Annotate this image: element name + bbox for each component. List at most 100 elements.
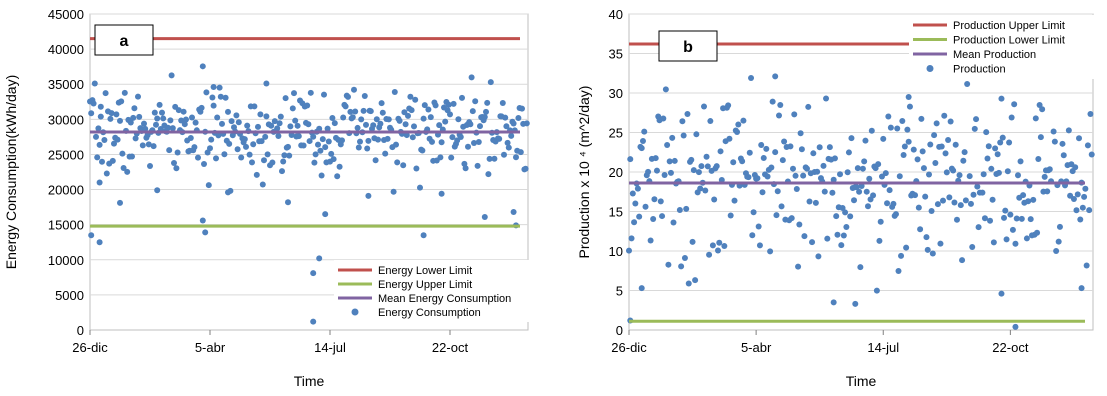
data-point — [966, 173, 973, 180]
data-point — [997, 139, 1004, 146]
panel-label: b — [683, 39, 693, 56]
data-point — [919, 148, 926, 155]
data-point — [994, 151, 1001, 158]
y-tick-label: 15 — [609, 205, 623, 220]
data-point — [187, 134, 194, 141]
data-point — [734, 129, 741, 136]
data-point — [666, 158, 673, 165]
data-point — [199, 63, 206, 70]
x-tick-label: 14-jul — [314, 340, 346, 355]
production-chart: 0 5 10 15 20 25 30 35 40 26-dic 5-abr 14-jul 22-oct T… — [576, 7, 1099, 389]
outlier-point — [117, 199, 123, 206]
outlier-point — [285, 199, 291, 206]
data-point — [345, 93, 351, 100]
data-point — [681, 255, 688, 262]
data-point — [896, 173, 903, 180]
energy-consumption-chart: 0 5000 10000 15000 20000 25000 30000 35000 40000… — [3, 7, 534, 389]
data-point — [941, 112, 948, 119]
data-point — [755, 223, 762, 230]
data-point — [689, 238, 696, 245]
data-point — [475, 138, 482, 145]
data-point — [810, 150, 817, 157]
data-point — [758, 141, 765, 148]
data-point — [1079, 204, 1086, 211]
data-point — [797, 130, 804, 137]
legend-entry: Production Upper Limit — [953, 20, 1065, 32]
data-point — [486, 155, 493, 162]
data-point — [255, 123, 261, 130]
x-tick-label: 26-dic — [611, 340, 647, 355]
data-point — [502, 114, 509, 121]
data-point — [861, 158, 868, 165]
data-point — [685, 280, 692, 287]
data-point — [364, 145, 371, 152]
data-point — [147, 163, 153, 170]
data-point — [213, 155, 219, 162]
outlier-point — [202, 229, 209, 236]
data-point — [671, 157, 678, 164]
data-point — [319, 136, 326, 143]
data-point — [854, 165, 861, 172]
data-point — [449, 134, 456, 141]
data-point — [651, 196, 658, 203]
data-point — [875, 161, 882, 168]
data-point — [1012, 240, 1019, 247]
data-point — [1018, 215, 1025, 222]
data-point — [1002, 207, 1009, 214]
data-point — [639, 137, 646, 144]
data-point — [432, 102, 439, 109]
data-point — [975, 224, 982, 231]
data-point — [496, 135, 503, 142]
data-point — [1070, 196, 1077, 203]
data-point — [726, 135, 733, 142]
x-tick-label: 22-oct — [992, 340, 1029, 355]
data-point — [351, 86, 357, 93]
data-point — [377, 120, 384, 127]
data-point — [739, 158, 746, 165]
legend-marker-swatch — [351, 308, 359, 316]
data-point — [150, 143, 157, 150]
data-point — [1060, 152, 1067, 159]
data-point — [866, 175, 873, 182]
data-point — [378, 100, 385, 107]
data-point — [427, 114, 434, 121]
data-point — [120, 164, 127, 171]
outlier-point — [199, 217, 206, 224]
data-point — [324, 125, 331, 132]
data-point — [192, 119, 199, 126]
data-point — [349, 114, 356, 121]
data-point — [868, 127, 875, 134]
data-point — [342, 103, 349, 110]
data-point — [903, 244, 910, 251]
data-point — [805, 103, 812, 110]
data-point — [679, 118, 686, 125]
data-point — [882, 170, 889, 177]
data-point — [950, 167, 957, 174]
data-point — [962, 197, 969, 204]
data-point — [235, 119, 242, 126]
data-point — [939, 197, 946, 204]
data-point — [823, 95, 830, 102]
data-point — [400, 162, 407, 169]
data-point — [501, 151, 507, 158]
data-point — [127, 119, 134, 126]
data-point — [347, 108, 354, 115]
data-point — [772, 149, 779, 156]
data-point — [513, 154, 519, 161]
y-tick-label: 35 — [609, 47, 623, 62]
data-point — [924, 246, 931, 253]
data-point — [181, 121, 188, 128]
data-point — [306, 138, 313, 145]
data-point — [408, 107, 415, 114]
data-point — [180, 108, 187, 115]
data-point — [286, 152, 293, 159]
data-point — [102, 90, 109, 97]
data-point — [519, 105, 525, 112]
legend-marker-swatch — [926, 65, 934, 72]
data-point — [485, 171, 492, 178]
outlier-point — [638, 285, 645, 292]
data-point — [363, 121, 369, 128]
data-point — [934, 201, 941, 208]
data-point — [632, 200, 639, 207]
data-point — [974, 183, 981, 190]
